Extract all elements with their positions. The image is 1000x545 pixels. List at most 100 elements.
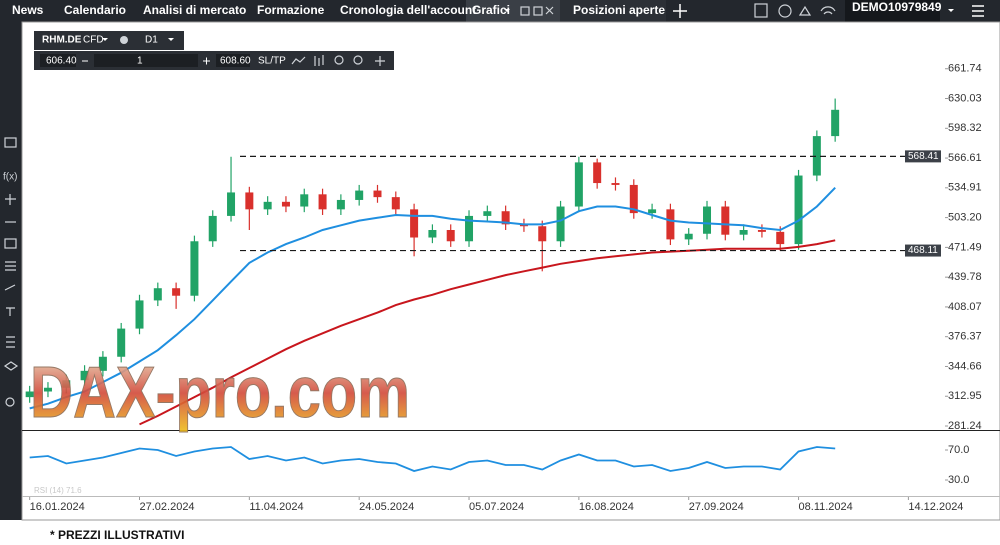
nav-tab[interactable]: Posizioni aperte (573, 3, 665, 17)
ask[interactable]: 608.60 (220, 56, 251, 67)
sidebar (0, 22, 22, 520)
tool-icon[interactable] (4, 238, 17, 249)
candle-body (80, 370, 89, 381)
moving-average (139, 239, 836, 426)
active-tab[interactable] (466, 0, 560, 22)
tab-bg[interactable] (560, 0, 666, 22)
candle-body (483, 211, 492, 216)
candle-body (428, 230, 437, 238)
candle-body (190, 241, 199, 296)
candle-icon[interactable] (314, 55, 324, 66)
plus[interactable] (203, 57, 210, 65)
x-tick-label: 24.05.2024 (359, 501, 414, 513)
wifi-icon[interactable] (820, 6, 836, 15)
layout-icon[interactable] (754, 3, 768, 18)
symbol[interactable]: RHM.DE (42, 35, 82, 46)
candle-body (391, 197, 400, 210)
candle-body (245, 192, 254, 210)
tool-icon[interactable] (4, 137, 17, 148)
y-tick-label: 312.95 (948, 390, 982, 402)
candle-body (135, 300, 144, 329)
tool-icon[interactable] (5, 261, 16, 271)
candle-body (373, 190, 382, 198)
candle-body (281, 201, 290, 207)
tool-icon[interactable] (5, 194, 16, 205)
tool-icon[interactable] (6, 336, 15, 348)
tool-icon[interactable] (3, 361, 19, 371)
candle-body (263, 201, 272, 210)
info-icon[interactable] (120, 36, 128, 44)
symbol-dropdown[interactable] (102, 38, 108, 41)
sltp[interactable]: SL/TP (258, 56, 286, 67)
window-icon[interactable] (533, 6, 543, 16)
tool-icon[interactable] (6, 307, 15, 316)
symbol-bar (34, 31, 184, 50)
x-tick-label: 16.01.2024 (30, 501, 85, 513)
dropdown-icon[interactable] (504, 9, 510, 12)
level-tag (905, 244, 941, 257)
move-icon[interactable] (375, 56, 385, 66)
candle-body (318, 194, 327, 210)
rsi-tick-label: 70.0 (948, 444, 969, 456)
candle-body (739, 230, 748, 235)
menu-icon[interactable] (972, 5, 984, 17)
candle-body (629, 184, 638, 214)
nav-tab[interactable]: Formazione (257, 3, 325, 17)
candle-body (812, 136, 821, 176)
bid-box[interactable] (40, 54, 76, 67)
candle-body (355, 190, 364, 200)
candle-body (684, 233, 693, 240)
nav-tab[interactable]: Grafici (472, 3, 510, 17)
y-tick-label: 408.07 (948, 301, 982, 313)
qty-box[interactable] (94, 54, 198, 67)
alert-icon[interactable] (798, 5, 812, 16)
candle-body (703, 206, 712, 234)
candle-body (465, 215, 474, 242)
add-tab[interactable] (673, 4, 687, 18)
nav-tab[interactable]: Cronologia dell'account (340, 3, 476, 17)
candle-body (98, 356, 107, 371)
bid[interactable]: 606.40 (46, 56, 77, 67)
candle-body (25, 391, 34, 398)
timeframe[interactable]: D1 (145, 35, 158, 46)
nav-tab[interactable]: Analisi di mercato (143, 3, 246, 17)
popout-icon[interactable] (520, 6, 530, 16)
watermark: DAX-pro.com (30, 353, 410, 433)
tool-icon[interactable] (5, 397, 15, 407)
x-tick-label: 11.04.2024 (249, 501, 303, 513)
nav-tab[interactable]: Calendario (64, 3, 126, 17)
tool-icon[interactable]: f(x) (3, 172, 17, 183)
account-box[interactable] (845, 0, 940, 22)
account-dropdown[interactable] (948, 9, 954, 12)
tool-icon[interactable] (4, 284, 16, 291)
y-tick-label: 376.37 (948, 331, 982, 343)
x-tick-label: 05.07.2024 (469, 501, 524, 513)
footer-note: * PREZZI ILLUSTRATIVI (50, 528, 184, 542)
rsi-label: RSI (14) 71.6 (34, 486, 82, 495)
close-icon[interactable] (545, 6, 554, 15)
candle-body (593, 162, 602, 184)
account-mode: DEMO (852, 0, 888, 14)
timeframe-dropdown[interactable] (168, 38, 174, 41)
zoom-out[interactable] (334, 55, 344, 65)
ask-box[interactable] (216, 54, 250, 67)
nav-tab[interactable]: News (12, 3, 44, 17)
y-tick-label: 471.49 (948, 241, 982, 253)
currency-icon[interactable] (778, 4, 792, 18)
chart: 661.74 630.03 598.32 566.61 534.91 503.20 471.… (22, 63, 1000, 513)
line-icon[interactable] (291, 56, 306, 65)
y-tick-label: 503.20 (948, 212, 982, 224)
x-tick-label: 14.12.2024 (908, 501, 963, 513)
level-label: 568.41 (908, 151, 939, 162)
zoom-in[interactable] (353, 55, 363, 65)
quantity[interactable]: 1 (137, 56, 143, 67)
candle-body (43, 387, 52, 392)
y-tick-label: 630.03 (948, 92, 982, 104)
y-tick-label: 534.91 (948, 182, 982, 194)
x-tick-label: 27.09.2024 (689, 501, 744, 513)
rsi-tick-label: 30.0 (948, 474, 969, 486)
moving-average (29, 187, 836, 410)
